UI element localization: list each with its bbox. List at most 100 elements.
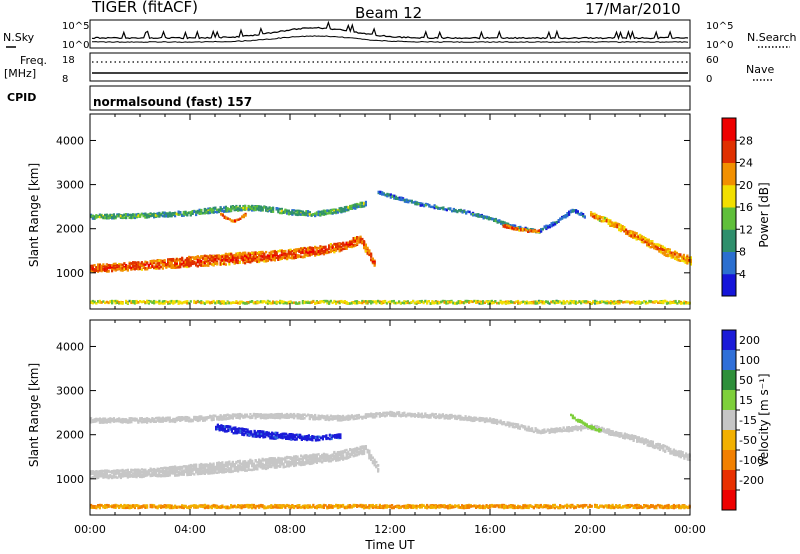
range-gate-cell (609, 224, 612, 227)
range-gate-cell (244, 466, 247, 469)
range-gate-cell (142, 214, 145, 217)
range-gate-cell (207, 207, 210, 210)
colorbar-swatch (722, 184, 736, 208)
range-gate-cell (203, 212, 206, 215)
range-gate-cell (554, 221, 557, 224)
range-gate-cell (329, 300, 332, 303)
range-gate-cell (667, 253, 670, 257)
range-gate-cell (91, 470, 94, 473)
range-gate-cell (272, 458, 275, 461)
range-gate-cell (336, 451, 339, 455)
range-gate-cell (546, 300, 549, 304)
range-gate-cell (91, 301, 94, 305)
range-gate-cell (382, 301, 385, 305)
range-gate-cell (265, 207, 268, 211)
range-gate-cell (310, 460, 313, 464)
range-gate-cell (219, 466, 222, 469)
range-gate-cell (321, 456, 324, 459)
range-gate-cell (249, 208, 252, 211)
range-gate-cell (91, 269, 94, 273)
range-gate-cell (235, 258, 238, 262)
range-gate-cell (561, 217, 564, 220)
range-gate-cell (172, 470, 175, 473)
range-gate-cell (410, 201, 413, 204)
range-gate-cell (261, 457, 264, 461)
range-gate-cell (315, 213, 318, 216)
range-gate-cell (340, 242, 343, 246)
range-gate-cell (195, 263, 198, 267)
range-gate-cell (207, 464, 210, 467)
range-gate-cell (314, 459, 317, 462)
range-gate-cell (641, 301, 644, 304)
range-gate-cell (151, 260, 154, 264)
power-colorbar-label: Power [dB] (757, 182, 771, 247)
range-gate-cell (338, 242, 341, 246)
range-gate-cell (111, 215, 114, 219)
range-gate-cell (294, 463, 297, 467)
range-gate-cell (342, 451, 345, 455)
range-gate-cell (520, 228, 523, 232)
range-gate-cell (328, 209, 331, 213)
range-gate-cell (649, 242, 652, 245)
range-gate-cell (468, 210, 471, 214)
range-gate-cell (98, 301, 101, 304)
range-gate-cell (177, 467, 180, 471)
range-gate-cell (91, 299, 94, 303)
range-gate-cell (184, 263, 187, 266)
range-gate-cell (230, 301, 233, 305)
range-gate-cell (100, 215, 103, 218)
range-gate-cell (168, 474, 171, 477)
range-gate-cell (231, 206, 234, 209)
range-gate-cell (319, 251, 322, 255)
range-gate-cell (146, 299, 149, 303)
range-gate-cell (217, 463, 220, 467)
range-gate-cell (125, 469, 128, 472)
range-gate-cell (350, 206, 353, 209)
range-gate-cell (188, 259, 191, 263)
range-gate-cell (140, 261, 143, 264)
range-gate-cell (343, 206, 346, 209)
range-gate-cell (135, 215, 138, 219)
range-gate-cell (90, 472, 93, 476)
range-gate-cell (105, 266, 108, 269)
range-gate-cell (200, 468, 203, 471)
range-gate-cell (163, 474, 166, 478)
range-gate-cell (209, 262, 212, 265)
range-gate-cell (394, 301, 397, 305)
range-gate-cell (198, 466, 201, 469)
range-gate-cell (660, 251, 663, 254)
range-gate-cell (329, 209, 332, 212)
range-gate-cell (478, 300, 481, 303)
range-gate-cell (203, 264, 206, 267)
range-gate-cell (233, 254, 236, 257)
range-gate-cell (319, 210, 322, 214)
range-gate-cell (128, 265, 131, 268)
range-gate-cell (298, 211, 301, 215)
range-gate-cell (647, 243, 650, 246)
range-gate-cell (212, 471, 215, 475)
range-gate-cell (160, 467, 163, 470)
range-gate-cell (504, 302, 507, 305)
range-gate-cell (636, 300, 639, 304)
range-gate-cell (350, 452, 353, 456)
range-gate-cell (303, 246, 306, 250)
range-gate-cell (314, 302, 317, 305)
range-gate-cell (352, 205, 355, 208)
range-gate-cell (490, 299, 493, 303)
range-gate-cell (259, 465, 262, 469)
range-gate-cell (242, 460, 245, 463)
range-gate-cell (258, 258, 261, 261)
range-gate-cell (569, 302, 572, 305)
range-gate-cell (273, 256, 276, 260)
range-gate-cell (405, 198, 408, 201)
range-gate-cell (240, 254, 243, 257)
range-gate-cell (256, 463, 259, 467)
range-gate-cell (665, 254, 668, 257)
range-gate-cell (102, 216, 105, 219)
range-gate-cell (93, 217, 96, 220)
range-gate-cell (100, 472, 103, 476)
range-gate-cell (191, 472, 194, 475)
colorbar-tick-label: 24 (739, 157, 753, 170)
range-gate-cell (588, 301, 591, 304)
range-gate-cell (107, 476, 110, 480)
